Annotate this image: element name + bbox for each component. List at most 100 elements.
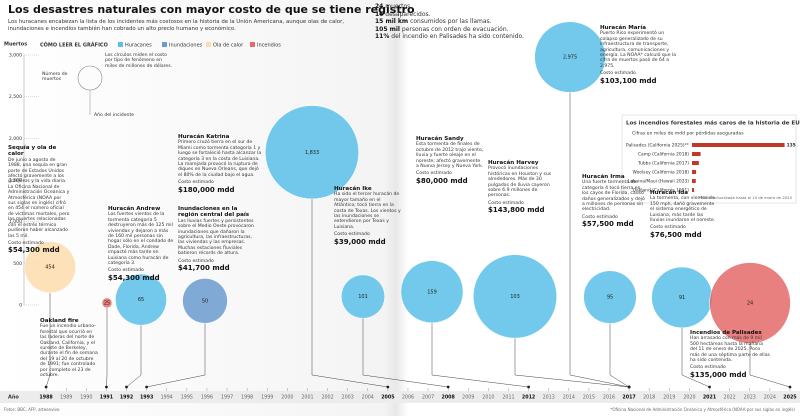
y-tick-label: 3,000 <box>9 53 22 59</box>
inset-subtitle: Cifras en miles de mdd por pérdidas aseg… <box>632 130 744 137</box>
event-text: Huracán Katrina Primero cruzó tierra en e… <box>178 134 262 194</box>
year-marker <box>708 385 711 389</box>
x-tick-label: 2000 <box>281 395 293 401</box>
event-text: Sequía y ola de calor De junio a agosto d… <box>8 145 70 254</box>
event-stem <box>514 338 630 388</box>
inset-value-label: 135 <box>787 143 796 149</box>
year-marker <box>145 385 149 389</box>
fact: 16 desaparecidos. <box>375 11 575 19</box>
x-tick-label: 2002 <box>321 395 333 401</box>
event-text: Huracán Ida La tormenta, con vientos de 1… <box>650 190 716 239</box>
x-tick-label: 2012 <box>522 395 535 401</box>
event-description: Una fuerte tormenta de categoría 4 tocó … <box>582 180 645 213</box>
event-name: Sequía y ola de calor <box>8 145 57 158</box>
event-description: De junio a agosto de 1988, una sequía en… <box>8 157 70 239</box>
fact-lead: 16 <box>375 10 384 18</box>
inset-note: **Cifra actualizada hasta el 10 de enero… <box>699 195 793 200</box>
event-text: Huracán Sandy Esta tormenta de finales de… <box>416 136 484 185</box>
event-stem <box>362 318 449 388</box>
event-description: Fue un incendio urbano-forestal que ocur… <box>40 324 98 379</box>
event-stem <box>609 323 630 388</box>
event-text: Incendios de Palisades Han arrasado con m… <box>690 330 770 379</box>
event-bubble <box>265 105 359 200</box>
cost-label: $57,500 mdd <box>582 220 634 229</box>
event-bubble <box>534 21 606 93</box>
event-text: Huracán María Puerto Rico experimentó un … <box>600 25 680 85</box>
x-tick-label: 1992 <box>120 395 133 401</box>
event-bubble <box>583 270 637 324</box>
year-marker <box>386 385 390 389</box>
x-tick-label: 1993 <box>140 395 153 401</box>
cost-heading: Costo estimado <box>178 258 214 264</box>
fact-text: muertos. <box>385 3 413 10</box>
x-tick-label: 2013 <box>543 395 555 401</box>
legend-label: Inundaciones <box>169 43 203 49</box>
x-tick-label: 1991 <box>100 395 113 401</box>
legend-label: Incendios <box>257 43 281 49</box>
event-text: Inundaciones en la región central del pa… <box>178 206 254 272</box>
deaths-label: 91 <box>679 295 685 301</box>
subtitle: Los huracanes encabezan la lista de los … <box>8 19 345 32</box>
x-tick-label: 2008 <box>442 395 456 401</box>
cost-label: $76,500 mdd <box>650 230 702 239</box>
x-tick-label: 2004 <box>362 395 374 401</box>
cost-label: $143,800 mdd <box>488 206 545 215</box>
cost-label: $41,700 mdd <box>178 264 230 273</box>
event-stem <box>749 343 791 388</box>
inset-bar <box>692 161 699 165</box>
cost-heading: Costo estimado <box>334 232 370 238</box>
deaths-label: 103 <box>510 294 520 300</box>
cost-heading: Costo estimado <box>416 171 452 177</box>
cost-heading: Costo estimado <box>8 240 44 246</box>
legend-label: Ola de calor <box>213 43 244 49</box>
footnote: *Oficina Nacional de Administración Oceá… <box>610 407 795 412</box>
inset-category: Palisades (California 2025)** <box>626 143 690 149</box>
event-bubble <box>341 274 385 319</box>
x-tick-label: 2010 <box>482 395 494 401</box>
fact-text: consumidos por las llamas. <box>410 18 492 26</box>
inset-category: Lahaina/Maui (Hawaii 2023) <box>628 179 690 185</box>
x-tick-label: 2003 <box>342 395 354 401</box>
cost-label: $135,000 mdd <box>690 370 747 379</box>
cost-heading: Costo estimado <box>600 71 636 77</box>
deaths-label: 2,975 <box>563 55 577 61</box>
cost-heading: Costo estimado <box>178 180 214 186</box>
x-tick-label: 2024 <box>764 395 776 401</box>
x-tick-label: 2022 <box>724 395 736 401</box>
cost-heading: Costo estimado <box>488 200 524 206</box>
cost-label: $54,300 mdd <box>8 246 60 255</box>
inset-bar <box>692 188 695 192</box>
event-text: Huracán Harvey Provocó inundaciones histó… <box>488 160 554 214</box>
event-stem <box>106 307 108 388</box>
event-name: Huracán Andrew <box>108 206 161 212</box>
deaths-label: 65 <box>138 297 144 303</box>
x-axis-label: Año <box>8 395 19 401</box>
legend-swatch <box>118 42 123 47</box>
y-tick-label: 1,000 <box>9 219 22 225</box>
x-tick-label: 2011 <box>502 395 514 401</box>
event-description: La tormenta, con vientos de 150 mph, dañ… <box>650 196 716 224</box>
event-stem <box>45 292 51 388</box>
inset-bar <box>692 179 696 183</box>
x-tick-label: 2014 <box>563 395 575 401</box>
inset-category: Camp (California 2018) <box>638 152 689 158</box>
deaths-label: 101 <box>358 294 368 300</box>
fact-lead: 15 mil km <box>375 18 409 26</box>
y-tick-label: 1,500 <box>9 178 22 184</box>
event-text: Huracán Irma Una fuerte tormenta de categ… <box>582 174 648 228</box>
year-marker <box>788 385 792 389</box>
event-name: Inundaciones en la región central del pa… <box>178 206 250 219</box>
event-stem <box>126 325 142 388</box>
event-description: Han arrasado con más de 9 mil 500 hectár… <box>690 336 770 364</box>
x-tick-label: 2006 <box>402 395 414 401</box>
deaths-label: 25 <box>104 300 110 306</box>
event-text: Oakland fire Fue un incendio urbano-fores… <box>40 318 98 378</box>
cost-label: $54,300 mdd <box>108 273 160 282</box>
y-tick-label: 500 <box>13 261 22 267</box>
event-stem <box>569 92 630 388</box>
event-description: Provocó inundaciones históricas en Houst… <box>488 166 552 199</box>
inset-bar <box>692 152 701 156</box>
year-marker <box>105 385 108 389</box>
